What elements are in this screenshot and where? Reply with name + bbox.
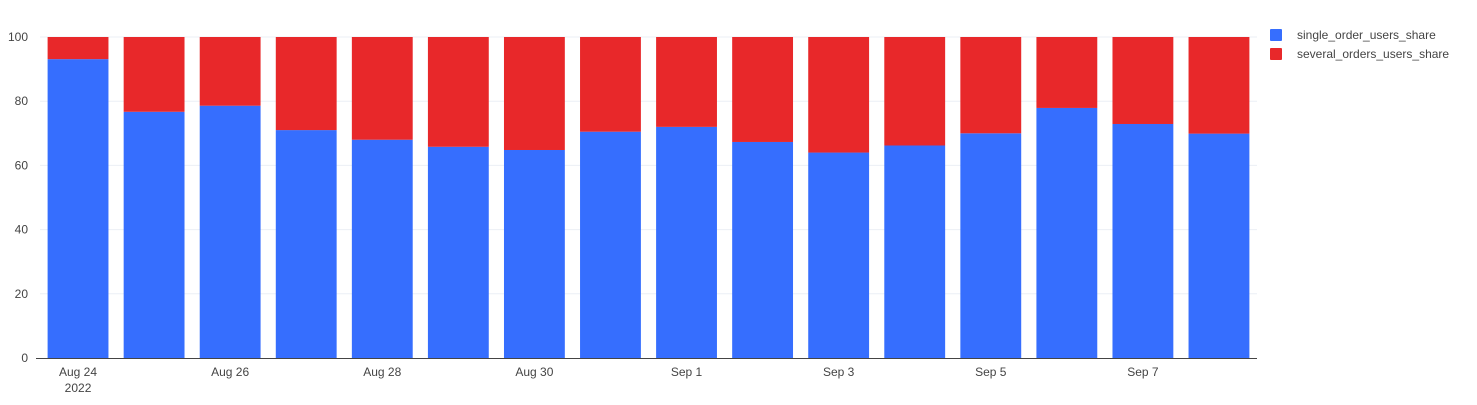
bar-single-order-users-share	[580, 131, 641, 358]
bar-single-order-users-share	[1188, 133, 1250, 358]
bar-single-order-users-share	[427, 146, 489, 358]
bar-several-orders-users-share	[808, 37, 870, 153]
x-tick-label: Sep 7	[1127, 365, 1159, 379]
bar-several-orders-users-share	[123, 37, 185, 112]
bar-single-order-users-share	[351, 139, 413, 358]
bar-several-orders-users-share	[199, 37, 261, 106]
legend-item-several-orders-users-share[interactable]: several_orders_users_share	[1270, 45, 1449, 63]
bar-several-orders-users-share	[1036, 37, 1098, 108]
bar-single-order-users-share	[656, 126, 717, 358]
y-tick-label: 0	[21, 351, 28, 365]
x-tick-label: Sep 3	[823, 365, 855, 379]
bar-several-orders-users-share	[275, 37, 337, 131]
bar-several-orders-users-share	[1188, 37, 1250, 134]
x-tick-label: Aug 28	[363, 365, 401, 379]
bar-single-order-users-share	[123, 111, 185, 358]
bar-single-order-users-share	[275, 130, 337, 358]
x-tick-label: Aug 26	[211, 365, 249, 379]
bar-single-order-users-share	[960, 133, 1022, 358]
axes: 0 20 40 60 80 100 Aug 24 2022 Aug 26 Aug 28 Aug 30…	[8, 30, 1257, 395]
bar-several-orders-users-share	[1112, 37, 1174, 124]
x-tick-label: Aug 30	[515, 365, 553, 379]
bar-single-order-users-share	[1112, 123, 1174, 358]
x-tick-label: Sep 1	[671, 365, 703, 379]
bar-several-orders-users-share	[503, 37, 565, 150]
legend-label-several: several_orders_users_share	[1297, 47, 1450, 61]
y-tick-label: 60	[15, 158, 29, 172]
legend-label-single: single_order_users_share	[1297, 28, 1436, 42]
bar-several-orders-users-share	[580, 37, 641, 132]
bar-single-order-users-share	[199, 105, 261, 358]
y-tick-label: 20	[15, 287, 29, 301]
x-tick-label: Sep 5	[975, 365, 1007, 379]
x-tick-year-label: 2022	[65, 381, 92, 395]
bars	[47, 37, 1250, 359]
bar-several-orders-users-share	[47, 37, 109, 60]
legend[interactable]: single_order_users_share several_orders_…	[1270, 26, 1449, 64]
legend-swatch-single	[1270, 29, 1282, 41]
bar-single-order-users-share	[1036, 107, 1098, 358]
bar-several-orders-users-share	[351, 37, 413, 140]
bar-several-orders-users-share	[884, 37, 946, 146]
bar-single-order-users-share	[884, 145, 946, 358]
bar-single-order-users-share	[808, 152, 870, 358]
bar-single-order-users-share	[732, 141, 794, 358]
bar-several-orders-users-share	[960, 37, 1022, 134]
bar-single-order-users-share	[47, 59, 109, 359]
y-tick-label: 100	[8, 30, 28, 44]
legend-item-single-order-users-share[interactable]: single_order_users_share	[1270, 26, 1449, 44]
bar-several-orders-users-share	[656, 37, 717, 127]
y-tick-label: 40	[15, 223, 29, 237]
y-tick-label: 80	[15, 94, 29, 108]
bar-several-orders-users-share	[732, 37, 794, 142]
x-tick-label: Aug 24	[59, 365, 97, 379]
bar-single-order-users-share	[503, 149, 565, 358]
bar-several-orders-users-share	[427, 37, 489, 147]
legend-swatch-several	[1270, 48, 1282, 60]
